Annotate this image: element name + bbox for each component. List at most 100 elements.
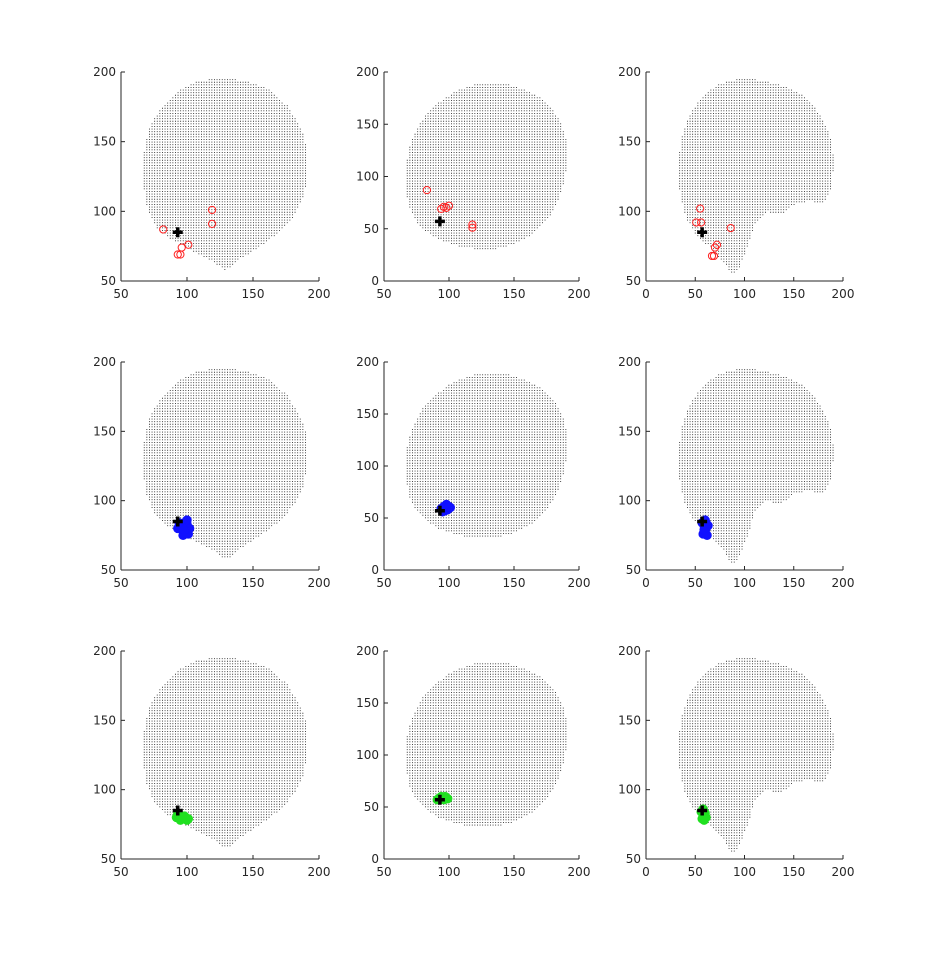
brain-voxel-dots <box>406 84 567 250</box>
y-tick-label: 100 <box>93 783 116 797</box>
x-tick-label: 200 <box>308 287 331 301</box>
subplot-r1-c1: 50 100 150 200 50 100 150 200 <box>93 65 330 301</box>
x-tick-label: 50 <box>688 287 703 301</box>
x-tick-label: 150 <box>503 287 526 301</box>
x-tick-label: 100 <box>438 576 461 590</box>
data-point <box>207 205 217 215</box>
y-tick-label: 200 <box>618 355 641 369</box>
x-tick-label: 150 <box>782 287 805 301</box>
y-tick-label: 200 <box>618 644 641 658</box>
x-tick-label: 100 <box>733 865 756 879</box>
data-point <box>183 814 194 824</box>
brain-voxel-dots <box>406 374 567 537</box>
data-point <box>182 515 192 525</box>
brain-voxel-dots <box>679 79 834 273</box>
x-tick-label: 50 <box>688 865 703 879</box>
reference-marker <box>434 794 445 805</box>
x-tick-label: 100 <box>733 287 756 301</box>
y-tick-label: 50 <box>364 511 379 525</box>
y-tick-label: 100 <box>356 748 379 762</box>
x-tick-label: 100 <box>733 576 756 590</box>
data-point <box>709 251 719 261</box>
y-tick-label: 100 <box>93 494 116 508</box>
data-point <box>444 201 454 210</box>
x-tick-label: 200 <box>568 865 591 879</box>
y-tick-label: 50 <box>101 852 116 866</box>
subplot-r2-c1: 50 100 150 200 50 100 150 200 <box>93 355 330 590</box>
subplot-r3-c1: 50 100 150 200 50 100 150 200 <box>93 644 330 879</box>
x-tick-label: 150 <box>242 287 265 301</box>
x-tick-label: 50 <box>376 865 391 879</box>
data-point <box>726 223 735 233</box>
x-tick-label: 50 <box>113 287 128 301</box>
y-tick-label: 150 <box>356 407 379 421</box>
y-tick-label: 200 <box>356 65 379 79</box>
y-tick-label: 200 <box>618 65 641 79</box>
x-tick-label: 50 <box>688 576 703 590</box>
y-tick-label: 150 <box>93 135 116 149</box>
reference-marker <box>172 516 183 527</box>
x-tick-label: 100 <box>176 287 199 301</box>
y-tick-label: 50 <box>364 800 379 814</box>
y-tick-label: 150 <box>618 424 641 438</box>
x-tick-label: 200 <box>308 865 331 879</box>
reference-marker <box>697 805 708 816</box>
data-point <box>710 243 720 252</box>
y-tick-label: 100 <box>93 204 116 218</box>
y-tick-label: 50 <box>101 563 116 577</box>
x-tick-label: 200 <box>832 287 855 301</box>
data-point <box>468 220 477 229</box>
data-point <box>437 204 446 213</box>
x-tick-label: 100 <box>438 865 461 879</box>
y-tick-label: 50 <box>626 852 641 866</box>
reference-marker <box>697 227 708 238</box>
reference-marker <box>172 805 183 816</box>
data-point <box>468 223 477 232</box>
x-tick-label: 200 <box>308 576 331 590</box>
x-tick-label: 200 <box>568 576 591 590</box>
reference-marker <box>434 216 445 227</box>
x-tick-label: 100 <box>176 576 199 590</box>
data-point <box>179 525 190 535</box>
y-tick-label: 100 <box>618 783 641 797</box>
y-tick-label: 200 <box>93 355 116 369</box>
y-tick-label: 150 <box>356 696 379 710</box>
y-tick-label: 150 <box>618 135 641 149</box>
x-tick-label: 150 <box>242 865 265 879</box>
y-tick-label: 50 <box>101 274 116 288</box>
brain-voxel-dots <box>406 663 567 826</box>
x-tick-label: 100 <box>438 287 461 301</box>
y-tick-label: 0 <box>371 274 379 288</box>
y-tick-label: 150 <box>356 117 379 131</box>
y-tick-label: 150 <box>93 713 116 727</box>
x-tick-label: 200 <box>832 865 855 879</box>
data-point <box>422 185 431 195</box>
y-tick-label: 50 <box>364 222 379 236</box>
x-tick-label: 0 <box>642 287 650 301</box>
y-tick-label: 200 <box>356 355 379 369</box>
y-tick-label: 50 <box>626 274 641 288</box>
data-point <box>207 219 217 228</box>
x-tick-label: 150 <box>782 865 805 879</box>
data-point <box>712 240 722 249</box>
data-point <box>159 225 168 234</box>
x-tick-label: 0 <box>642 865 650 879</box>
y-tick-label: 200 <box>93 65 116 79</box>
brain-voxel-dots <box>143 369 306 558</box>
x-tick-label: 0 <box>642 576 650 590</box>
x-tick-label: 150 <box>242 576 265 590</box>
y-tick-label: 200 <box>93 644 116 658</box>
data-point <box>696 204 705 213</box>
x-tick-label: 200 <box>832 576 855 590</box>
data-point <box>184 240 193 249</box>
data-point <box>707 251 717 261</box>
y-tick-label: 100 <box>356 170 379 184</box>
x-tick-label: 100 <box>176 865 199 879</box>
reference-marker <box>697 516 708 527</box>
data-point <box>176 250 185 259</box>
